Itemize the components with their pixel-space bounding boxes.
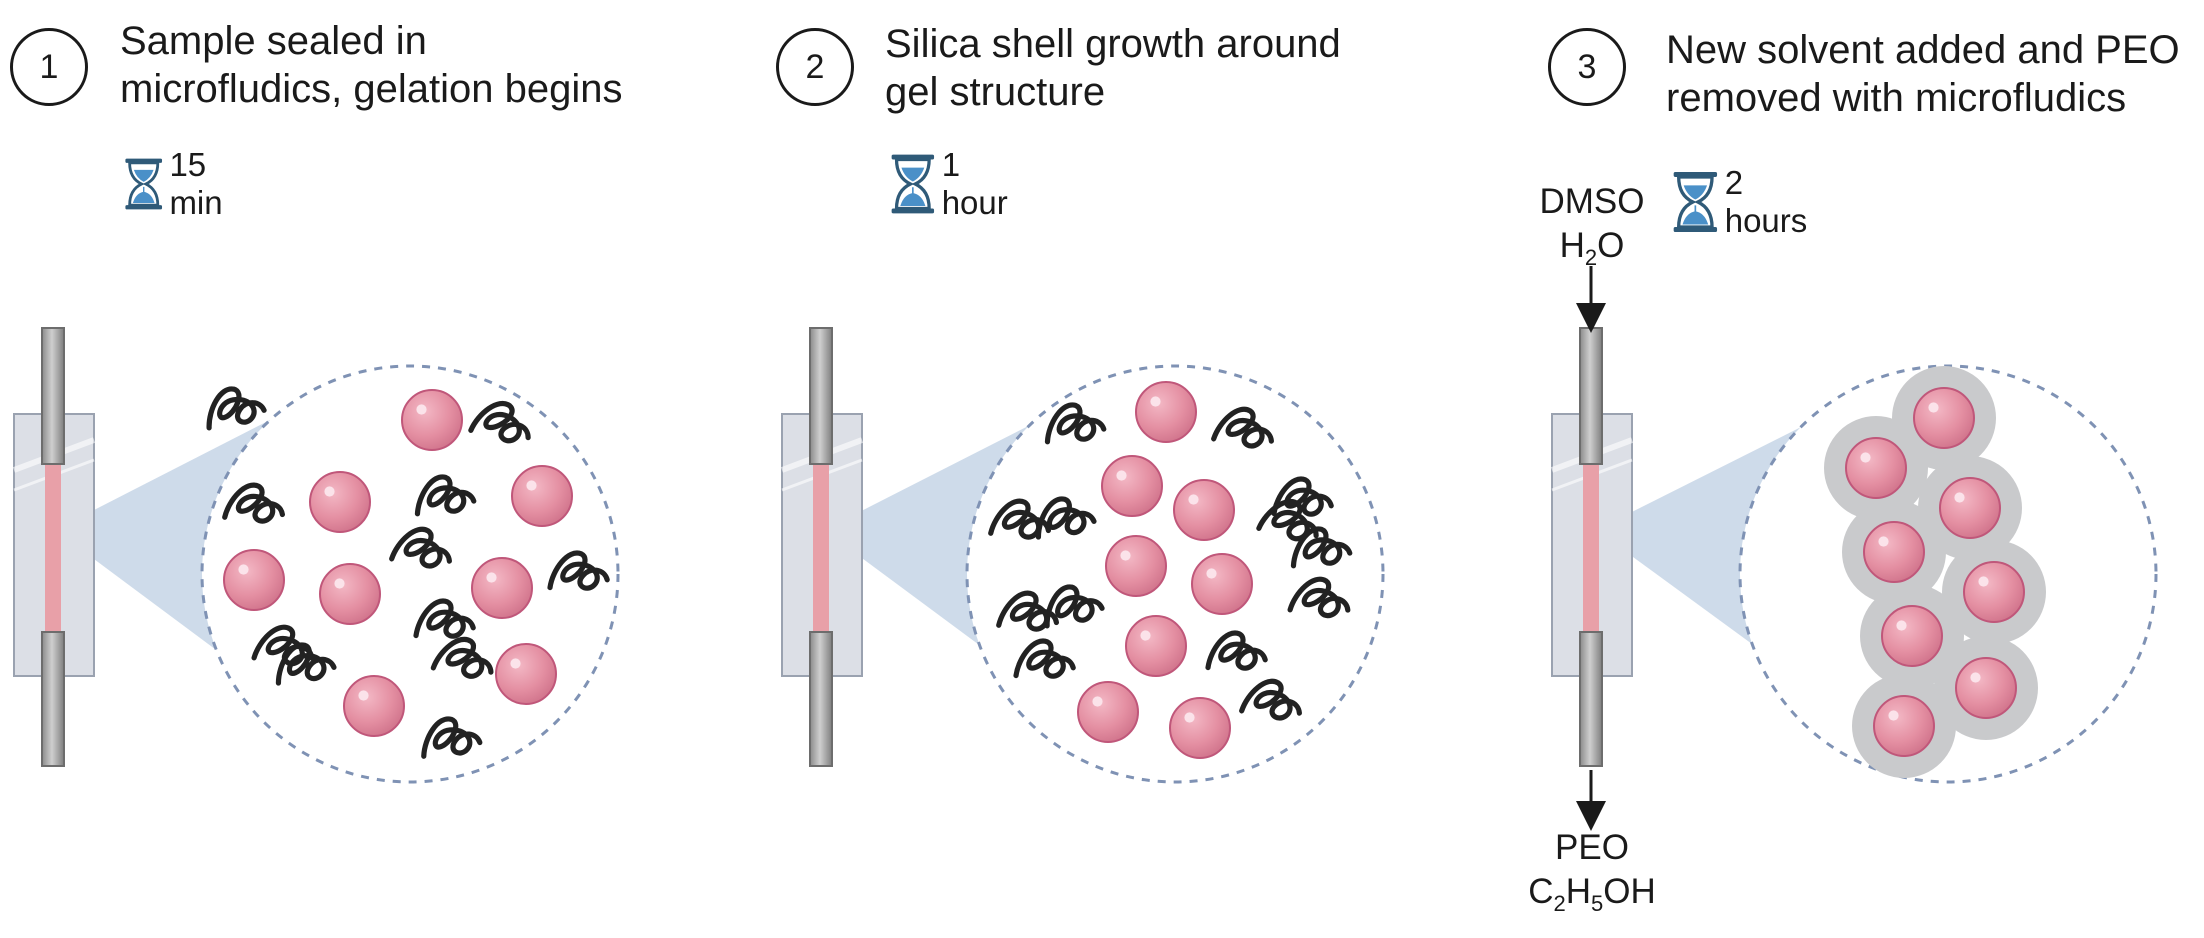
particle-highlight bbox=[1896, 620, 1907, 631]
particle bbox=[1873, 695, 1935, 757]
timer: 1 hour bbox=[890, 146, 1018, 222]
step-title-line: removed with microfludics bbox=[1666, 76, 2127, 120]
step-number-badge: 2 bbox=[776, 28, 854, 106]
particle bbox=[1863, 521, 1925, 583]
particle-highlight bbox=[1120, 550, 1131, 561]
particle-highlight bbox=[1888, 710, 1899, 721]
inlet-tube bbox=[809, 327, 833, 465]
particle-highlight bbox=[1184, 712, 1195, 723]
hourglass-icon bbox=[891, 154, 935, 214]
sample-contents-1 bbox=[203, 384, 607, 757]
particle bbox=[1169, 697, 1231, 759]
step-title-line: microfludics, gelation begins bbox=[120, 67, 623, 111]
particle-highlight bbox=[1188, 494, 1199, 505]
particle-highlight bbox=[1954, 492, 1965, 503]
particle-highlight bbox=[1860, 452, 1871, 463]
particle-highlight bbox=[334, 578, 345, 589]
step-title: Silica shell growth around gel structure bbox=[885, 20, 1341, 116]
particle bbox=[1191, 553, 1253, 615]
particle-highlight bbox=[526, 480, 537, 491]
particle bbox=[1077, 681, 1139, 743]
step-title: New solvent added and PEO removed with m… bbox=[1666, 26, 2180, 122]
input-solvent-dmso: DMSO bbox=[1539, 182, 1645, 221]
particle bbox=[1881, 605, 1943, 667]
particle bbox=[1845, 437, 1907, 499]
particle-highlight bbox=[238, 564, 249, 575]
output-ethanol: C2H5OH bbox=[1528, 872, 1656, 916]
magnified-view-2 bbox=[965, 364, 1385, 784]
particle bbox=[1125, 615, 1187, 677]
outlet-tube bbox=[1579, 631, 1603, 767]
particle-highlight bbox=[416, 404, 427, 415]
output-species-label: PEO C2H5OH bbox=[1512, 826, 1672, 926]
inlet-tube bbox=[1579, 327, 1603, 465]
timer-label: 2 hours bbox=[1724, 164, 1808, 239]
particle bbox=[223, 549, 285, 611]
input-solvent-water: H2O bbox=[1559, 226, 1625, 270]
particle bbox=[343, 675, 405, 737]
particle bbox=[1913, 387, 1975, 449]
inlet-tube bbox=[41, 327, 65, 465]
particle-highlight bbox=[1970, 672, 1981, 683]
step-title-line: Sample sealed in bbox=[120, 19, 427, 63]
particle-highlight bbox=[1116, 470, 1127, 481]
polymer-chain bbox=[203, 384, 265, 429]
particle bbox=[1135, 381, 1197, 443]
particle-highlight bbox=[1928, 402, 1939, 413]
particle bbox=[1955, 657, 2017, 719]
particle bbox=[401, 389, 463, 451]
input-solvents-label: DMSO H2O bbox=[1512, 180, 1672, 280]
step-number-badge: 3 bbox=[1548, 28, 1626, 106]
particle-highlight bbox=[1092, 696, 1103, 707]
outlet-tube bbox=[41, 631, 65, 767]
particle bbox=[1105, 535, 1167, 597]
output-peo: PEO bbox=[1555, 828, 1629, 867]
particle-highlight bbox=[1140, 630, 1151, 641]
step-title-line: Silica shell growth around bbox=[885, 22, 1341, 66]
hourglass-icon bbox=[1673, 171, 1718, 233]
particle-highlight bbox=[1978, 576, 1989, 587]
sample-contents-2 bbox=[991, 381, 1352, 759]
particle bbox=[471, 557, 533, 619]
particle-highlight bbox=[1878, 536, 1889, 547]
hourglass-icon bbox=[125, 158, 163, 210]
particle-highlight bbox=[510, 658, 521, 669]
particle-highlight bbox=[1206, 568, 1217, 579]
timer-label: 1 hour bbox=[941, 146, 1008, 221]
outlet-tube bbox=[809, 631, 833, 767]
particle bbox=[309, 471, 371, 533]
step-title-line: New solvent added and PEO bbox=[1666, 28, 2180, 72]
particle bbox=[1173, 479, 1235, 541]
timer-label: 15 min bbox=[169, 146, 223, 221]
step-title-line: gel structure bbox=[885, 70, 1106, 114]
particle bbox=[495, 643, 557, 705]
step-title: Sample sealed in microfludics, gelation … bbox=[120, 17, 622, 113]
particle bbox=[511, 465, 573, 527]
sample-contents-3 bbox=[1824, 366, 2046, 778]
timer: 15 min bbox=[124, 146, 239, 222]
particle-highlight bbox=[324, 486, 335, 497]
particle bbox=[1101, 455, 1163, 517]
particle bbox=[319, 563, 381, 625]
particle bbox=[1963, 561, 2025, 623]
timer: 2 hours bbox=[1672, 164, 1817, 240]
step-number-badge: 1 bbox=[10, 28, 88, 106]
particle bbox=[1939, 477, 2001, 539]
particle-highlight bbox=[486, 572, 497, 583]
particle-highlight bbox=[1150, 396, 1161, 407]
particle-highlight bbox=[358, 690, 369, 701]
